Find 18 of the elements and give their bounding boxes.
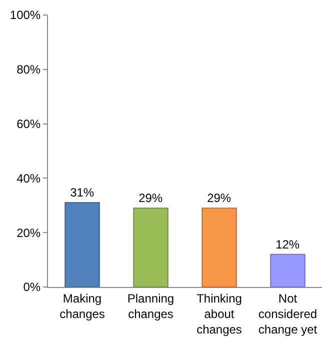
data-label: 12% [276, 237, 300, 252]
x-tick-label: Not considered change yet [258, 291, 318, 337]
bar [270, 254, 306, 287]
y-tick-label: 80% [16, 62, 41, 77]
data-label: 29% [138, 191, 163, 206]
bar [133, 208, 168, 287]
bar [202, 208, 237, 287]
y-tick-label: 60% [16, 117, 41, 131]
x-tick-label: Thinking about changes [196, 291, 242, 337]
y-tick-label: 20% [16, 226, 41, 240]
y-tick-label: 0% [23, 280, 41, 294]
data-label: 29% [207, 191, 232, 206]
x-tick-label: Making changes [60, 291, 105, 321]
x-tick-label: Planning changes [127, 291, 174, 321]
y-tick-label: 40% [16, 171, 41, 186]
y-tick-label: 100% [10, 8, 41, 22]
data-label: 31% [70, 186, 94, 200]
bar [64, 202, 100, 287]
